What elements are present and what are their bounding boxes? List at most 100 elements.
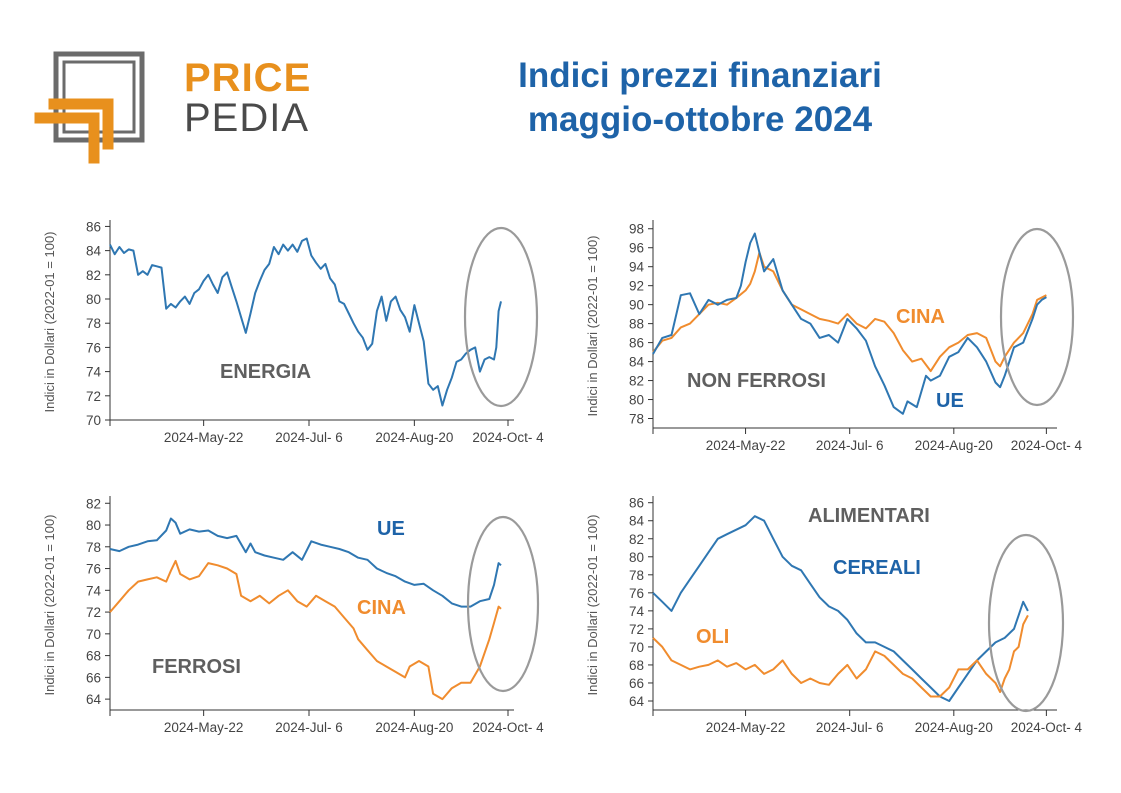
y-tick-label: 72: [86, 389, 101, 404]
chart-alimentari: Indici in Dollari (2022-01 = 100) 64 66 68 7…: [585, 496, 1083, 735]
y-tick-label: 76: [86, 562, 101, 577]
annotation-ue: UE: [936, 390, 964, 412]
y-tick-label: 84: [629, 355, 645, 370]
chart-panel-ferrosi: Indici in Dollari (2022-01 = 100) 64 66 68 7…: [30, 488, 590, 778]
y-tick-label: 76: [629, 586, 644, 601]
y-tick-label: 86: [86, 219, 101, 234]
logo-orange-corner-outer: [34, 112, 100, 164]
highlight-ellipse: [463, 226, 539, 408]
y-tick-label: 80: [86, 292, 101, 307]
y-axis-label: Indici in Dollari (2022-01 = 100): [42, 231, 57, 412]
y-tick-label: 72: [629, 622, 644, 637]
chart-ferrosi: Indici in Dollari (2022-01 = 100) 64 66 68 7…: [42, 496, 544, 735]
x-tick-label: 2024-Aug-20: [915, 438, 993, 453]
pricepedia-logo: PRICE PEDIA: [34, 46, 310, 164]
y-tick-label: 84: [86, 244, 102, 259]
annotation-cina: CINA: [357, 597, 406, 619]
x-tick-label: 2024-Aug-20: [915, 720, 993, 735]
y-tick-label: 66: [629, 676, 644, 691]
series-line-ue: [109, 517, 502, 608]
y-tick-label: 90: [629, 298, 644, 313]
series-line-ue: [652, 232, 1047, 415]
highlight-ellipse: [987, 533, 1065, 713]
y-tick-label: 86: [629, 496, 644, 511]
logo-gray-square-outer: [53, 51, 145, 143]
y-axis-label: Indici in Dollari (2022-01 = 100): [42, 514, 57, 695]
y-tick-label: 70: [86, 413, 101, 428]
y-tick-label: 80: [629, 550, 644, 565]
highlight-ellipse: [466, 515, 540, 693]
x-tick-label: 2024-Jul- 6: [816, 438, 884, 453]
x-tick-label: 2024-May-22: [164, 430, 244, 445]
annotation-ferrosi: FERROSI: [152, 656, 241, 678]
chart-panel-energia: Indici in Dollari (2022-01 = 100) 70 72 74 7…: [30, 210, 590, 500]
title-line-1: Indici prezzi finanziari: [518, 56, 882, 95]
annotation-ue: UE: [377, 518, 405, 540]
series-line-0: [109, 237, 502, 407]
y-tick-label: 78: [629, 568, 644, 583]
x-tick-label: 2024-Aug-20: [375, 430, 453, 445]
y-tick-label: 78: [86, 316, 101, 331]
x-tick-label: 2024-Jul- 6: [816, 720, 884, 735]
y-tick-label: 68: [629, 658, 644, 673]
y-tick-label: 86: [629, 336, 644, 351]
x-tick-label: 2024-Oct- 4: [1011, 720, 1083, 735]
series-line-cereali: [652, 515, 1029, 702]
y-tick-label: 74: [629, 604, 645, 619]
y-tick-label: 76: [86, 340, 101, 355]
logo-mark: [34, 51, 145, 164]
series-line-cina: [109, 559, 502, 701]
series-line-cina: [652, 251, 1047, 373]
y-tick-label: 96: [629, 241, 644, 256]
x-tick-label: 2024-Jul- 6: [275, 720, 343, 735]
y-tick-label: 82: [86, 496, 101, 511]
annotation-alimentari: ALIMENTARI: [808, 505, 930, 527]
y-axis-label: Indici in Dollari (2022-01 = 100): [585, 235, 600, 416]
y-tick-label: 64: [629, 694, 645, 709]
annotation-oli: OLI: [696, 626, 729, 648]
x-tick-label: 2024-Oct- 4: [472, 720, 544, 735]
annotation-cina: CINA: [896, 306, 945, 328]
highlight-ellipse: [999, 227, 1075, 407]
y-axis-label: Indici in Dollari (2022-01 = 100): [585, 514, 600, 695]
annotation-non-ferrosi: NON FERROSI: [687, 370, 826, 392]
y-tick-label: 84: [629, 514, 645, 529]
y-tick-label: 68: [86, 649, 101, 664]
y-tick-label: 64: [86, 692, 102, 707]
chart-energia: Indici in Dollari (2022-01 = 100) 70 72 74 7…: [42, 219, 544, 445]
chart-panel-non-ferrosi: Indici in Dollari (2022-01 = 100) 78 80 82 8…: [575, 210, 1121, 500]
x-tick-label: 2024-Aug-20: [375, 720, 453, 735]
logo-word-pedia: PEDIA: [184, 96, 310, 140]
annotation-energia: ENERGIA: [220, 361, 311, 383]
y-tick-label: 98: [629, 222, 644, 237]
title-line-2: maggio-ottobre 2024: [527, 100, 873, 139]
y-tick-label: 66: [86, 670, 101, 685]
series-line-oli: [652, 614, 1029, 698]
x-tick-label: 2024-May-22: [164, 720, 244, 735]
chart-panel-alimentari: Indici in Dollari (2022-01 = 100) 64 66 68 7…: [575, 488, 1121, 778]
y-tick-label: 74: [86, 365, 102, 380]
y-tick-label: 82: [86, 268, 101, 283]
x-tick-label: 2024-May-22: [706, 720, 786, 735]
annotation-cereali: CEREALI: [833, 557, 921, 579]
y-tick-label: 88: [629, 317, 644, 332]
y-tick-label: 92: [629, 279, 644, 294]
page-title: Indici prezzi finanziari maggio-ottobre …: [420, 54, 980, 142]
y-tick-label: 80: [86, 518, 101, 533]
x-tick-label: 2024-Oct- 4: [1011, 438, 1083, 453]
y-tick-label: 80: [629, 393, 644, 408]
x-tick-label: 2024-May-22: [706, 438, 786, 453]
y-tick-label: 82: [629, 532, 644, 547]
chart-non-ferrosi: Indici in Dollari (2022-01 = 100) 78 80 82 8…: [585, 220, 1083, 453]
y-tick-label: 78: [86, 540, 101, 555]
y-tick-label: 70: [629, 640, 644, 655]
logo-orange-corner-inner: [48, 98, 114, 150]
x-tick-label: 2024-Jul- 6: [275, 430, 343, 445]
y-tick-label: 70: [86, 627, 101, 642]
y-tick-label: 82: [629, 374, 644, 389]
y-tick-label: 78: [629, 412, 644, 427]
y-tick-label: 94: [629, 260, 645, 275]
x-tick-label: 2024-Oct- 4: [472, 430, 544, 445]
y-tick-label: 72: [86, 605, 101, 620]
logo-word-price: PRICE: [184, 56, 312, 100]
